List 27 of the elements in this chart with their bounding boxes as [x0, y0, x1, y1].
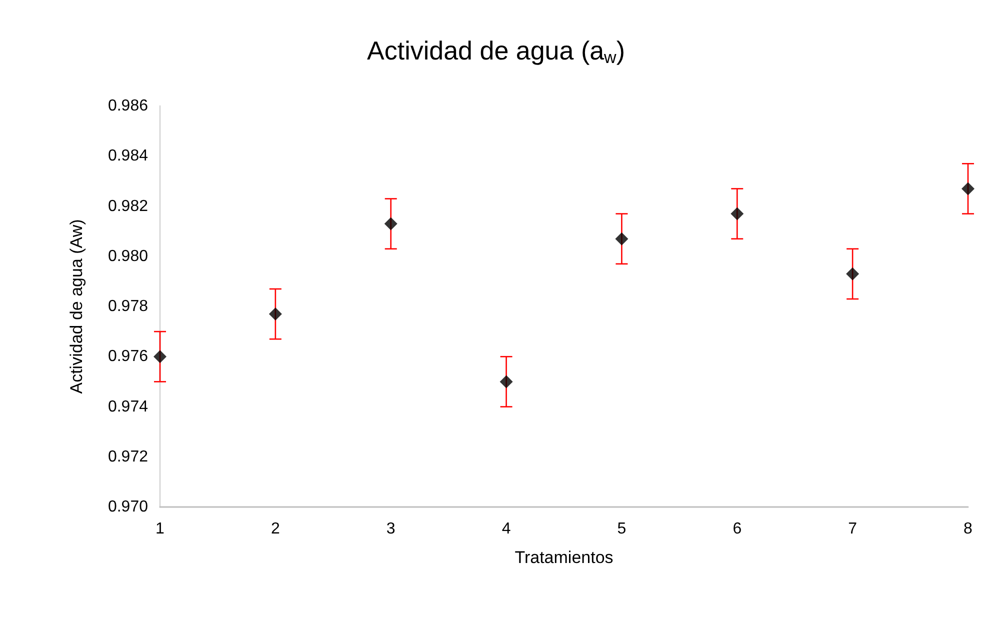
y-tick-label: 0.980: [108, 248, 148, 265]
y-tick-label: 0.986: [108, 98, 148, 114]
y-tick-label: 0.974: [108, 398, 148, 416]
x-tick-label: 1: [156, 520, 165, 538]
y-tick-label: 0.984: [108, 148, 148, 165]
y-tick-label: 0.972: [108, 448, 148, 466]
x-tick-label: 2: [270, 520, 280, 538]
point: [730, 207, 744, 220]
x-tick-label: 6: [732, 520, 742, 538]
x-tick-label: 4: [502, 520, 511, 538]
x-tick-label: 5: [617, 520, 626, 538]
y-tick-label: 0.976: [108, 348, 148, 366]
point: [154, 350, 166, 364]
point: [962, 182, 974, 196]
point: [615, 232, 628, 246]
x-tick-label: 8: [964, 520, 973, 538]
x-axis-title: Tratamientos: [514, 548, 614, 567]
y-tick-label: 0.982: [108, 198, 148, 215]
point: [384, 217, 398, 230]
point: [500, 375, 513, 388]
point: [846, 267, 860, 280]
y-axis-title: Actividad de agua (Aw): [67, 219, 86, 394]
y-tick-label: 0.970: [108, 498, 148, 516]
y-tick-label: 0.978: [108, 298, 148, 315]
x-tick-label: 7: [848, 520, 858, 538]
x-tick-label: 3: [386, 520, 396, 538]
point: [268, 308, 282, 321]
